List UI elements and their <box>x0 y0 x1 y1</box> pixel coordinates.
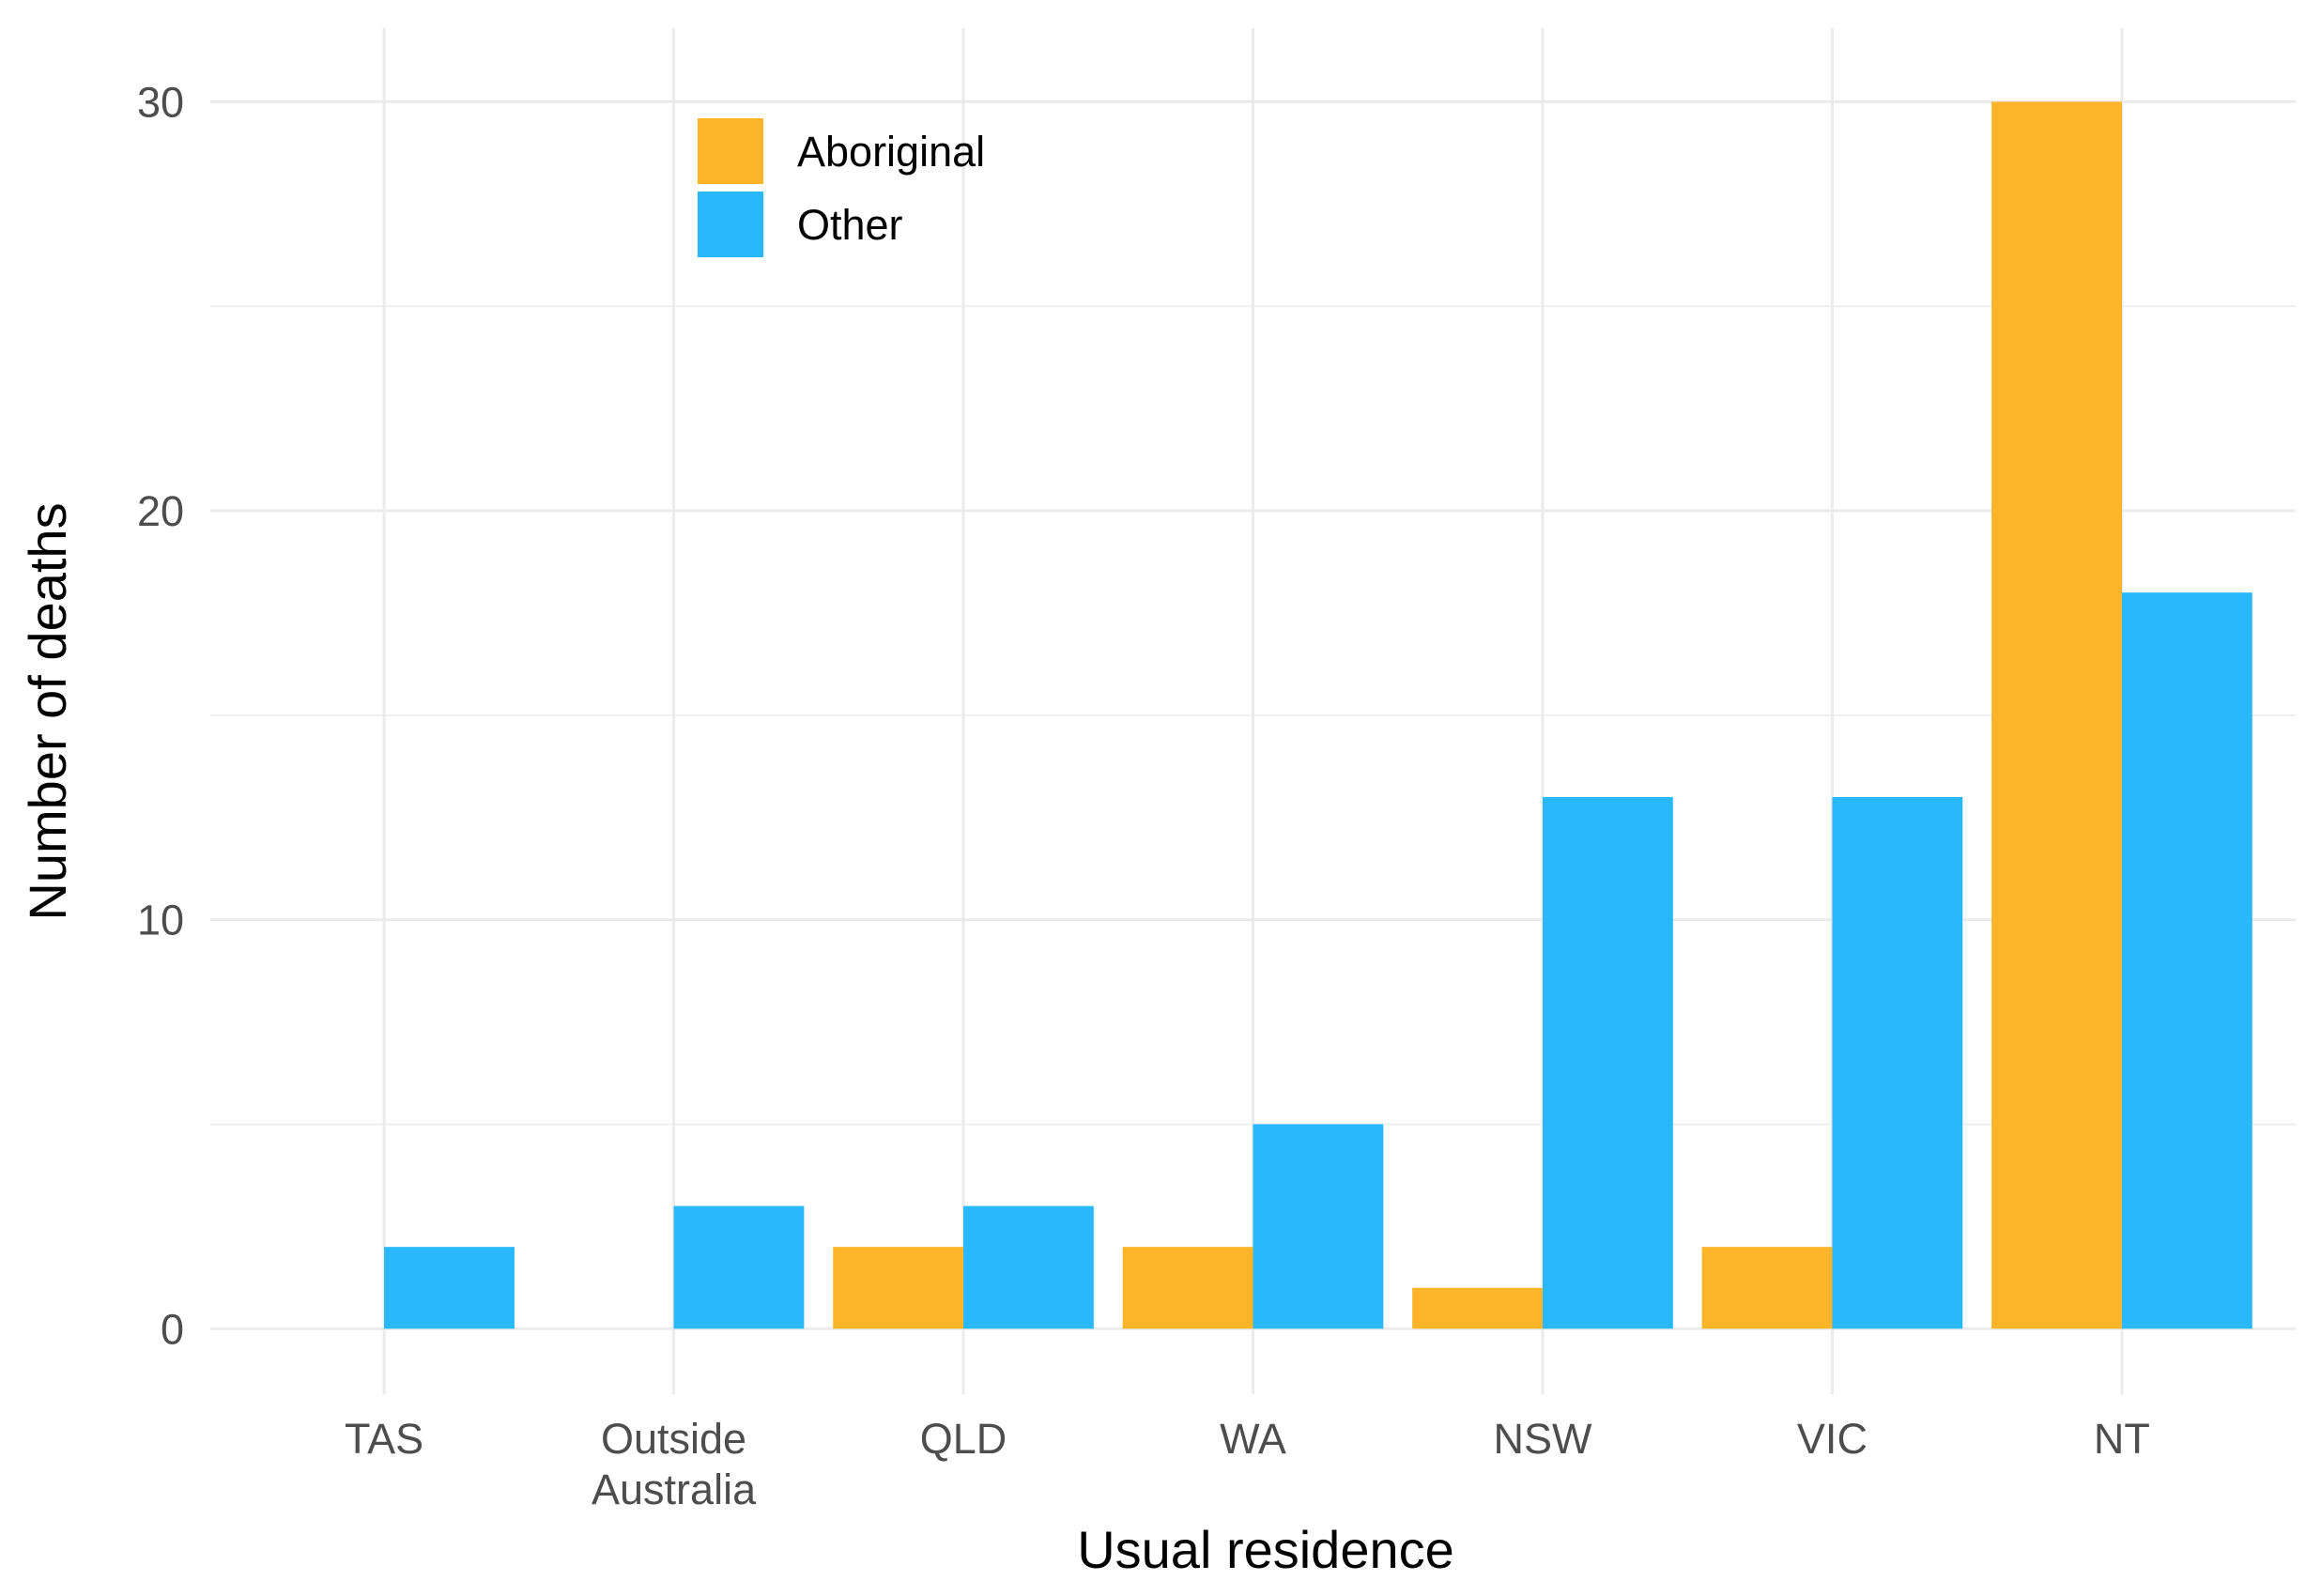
x-tick-label: NT <box>2094 1415 2150 1463</box>
bar-other <box>1542 796 1673 1329</box>
x-tick-label: QLD <box>920 1415 1007 1463</box>
bar-aboriginal <box>833 1247 964 1329</box>
x-tick-label-line: Outside <box>601 1415 746 1463</box>
y-tick-label: 30 <box>137 78 184 126</box>
bar-other <box>673 1205 805 1329</box>
y-tick-label: 10 <box>137 897 184 944</box>
x-axis-title: Usual residence <box>1077 1520 1454 1579</box>
x-tick-label-line: Australia <box>592 1466 757 1513</box>
y-axis-title: Number of deaths <box>18 502 77 920</box>
bar-other <box>1253 1124 1384 1329</box>
bar-aboriginal <box>1991 101 2122 1329</box>
legend-key-aboriginal <box>698 118 763 184</box>
x-axis-ticks: TAS Outside Australia QLD WA NSW VIC NT <box>345 1415 2150 1513</box>
bar-aboriginal <box>1122 1247 1253 1329</box>
legend: Aboriginal Other <box>698 118 985 257</box>
legend-label-aboriginal: Aboriginal <box>797 128 985 176</box>
bar-aboriginal <box>1412 1287 1543 1329</box>
bar-other <box>963 1205 1094 1329</box>
bars <box>384 101 2252 1329</box>
x-tick-label-line: TAS <box>345 1415 423 1463</box>
bar-other <box>2121 592 2252 1329</box>
bar-other <box>384 1247 515 1329</box>
x-tick-label-line: NT <box>2094 1415 2150 1463</box>
y-tick-label: 20 <box>137 487 184 535</box>
x-tick-label: WA <box>1220 1415 1286 1463</box>
x-tick-label-line: QLD <box>920 1415 1007 1463</box>
x-tick-label: TAS <box>345 1415 423 1463</box>
x-tick-label-line: NSW <box>1493 1415 1592 1463</box>
y-tick-label: 0 <box>161 1305 184 1353</box>
legend-key-other <box>698 192 763 257</box>
legend-label-other: Other <box>797 201 903 249</box>
y-axis-ticks: 0 10 20 30 <box>137 78 184 1353</box>
x-tick-label: VIC <box>1797 1415 1868 1463</box>
x-tick-label: Outside Australia <box>592 1415 757 1513</box>
x-tick-label-line: WA <box>1220 1415 1286 1463</box>
bar-aboriginal <box>1701 1247 1833 1329</box>
x-tick-label: NSW <box>1493 1415 1592 1463</box>
bar-other <box>1832 796 1963 1329</box>
x-tick-label-line: VIC <box>1797 1415 1868 1463</box>
